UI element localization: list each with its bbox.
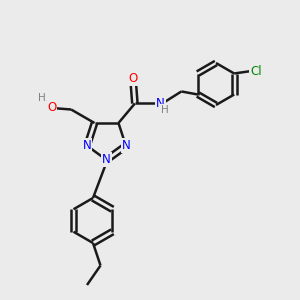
Text: H: H bbox=[38, 93, 46, 103]
Text: H: H bbox=[161, 105, 169, 115]
Text: Cl: Cl bbox=[250, 64, 262, 78]
Text: O: O bbox=[129, 72, 138, 85]
Text: N: N bbox=[102, 153, 111, 167]
Text: N: N bbox=[122, 139, 130, 152]
Text: N: N bbox=[83, 139, 92, 152]
Text: O: O bbox=[47, 101, 56, 115]
Text: N: N bbox=[156, 97, 165, 110]
